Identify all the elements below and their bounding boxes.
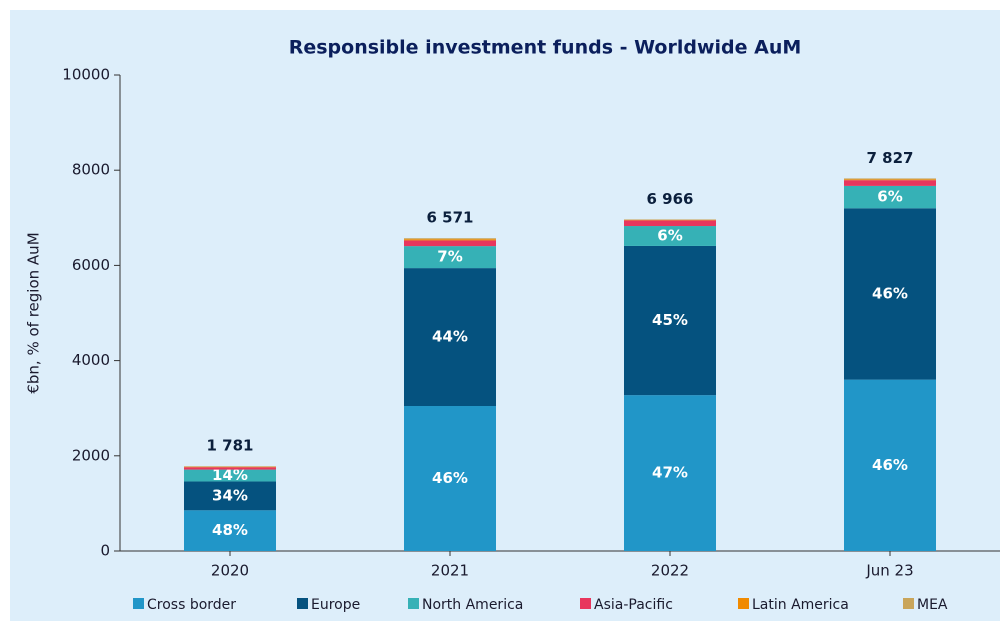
y-tick-label: 8000 — [72, 161, 110, 179]
bar-segment — [844, 379, 936, 551]
legend-swatch — [297, 598, 308, 609]
x-tick-label: 2022 — [651, 562, 689, 580]
legend-label: North America — [422, 597, 523, 613]
legend-label: MEA — [917, 597, 948, 613]
total-label: 1 781 — [207, 437, 254, 455]
data-label: 47% — [652, 464, 688, 482]
bar-segment — [404, 238, 496, 240]
bar-segment — [404, 406, 496, 551]
legend-swatch — [903, 598, 914, 609]
bar-segment — [844, 178, 936, 180]
bar-segment — [404, 240, 496, 247]
bar-segment — [404, 268, 496, 407]
legend-swatch — [133, 598, 144, 609]
data-label: 46% — [872, 284, 908, 302]
bar-segment — [184, 510, 276, 551]
y-axis-label: €bn, % of region AuM — [25, 232, 43, 393]
data-label: 48% — [212, 521, 248, 539]
x-tick-label: Jun 23 — [865, 562, 913, 580]
bar-segment — [844, 185, 936, 209]
data-label: 46% — [872, 456, 908, 474]
legend-label: Asia-Pacific — [594, 597, 673, 613]
legend-label: Latin America — [752, 597, 849, 613]
bar-segment — [184, 481, 276, 511]
bar-segment — [844, 180, 936, 186]
legend-swatch — [408, 598, 419, 609]
legend-label: Cross border — [147, 597, 236, 613]
bar-segment — [624, 245, 716, 396]
y-tick-label: 0 — [100, 542, 110, 560]
data-label: 7% — [437, 248, 462, 266]
bar-segment — [844, 179, 936, 181]
total-label: 7 827 — [867, 149, 914, 167]
bar-segment — [184, 466, 276, 467]
bar-segment — [404, 239, 496, 241]
data-label: 45% — [652, 311, 688, 329]
legend-label: Europe — [311, 597, 360, 613]
data-label: 34% — [212, 486, 248, 504]
bar-segment — [624, 226, 716, 246]
legend-swatch — [738, 598, 749, 609]
chart-title: Responsible investment funds - Worldwide… — [289, 37, 802, 59]
y-tick-label: 10000 — [62, 66, 110, 84]
bar-segment — [844, 208, 936, 380]
panel — [10, 10, 1000, 621]
total-label: 6 571 — [427, 209, 474, 227]
x-tick-label: 2020 — [211, 562, 249, 580]
data-label: 6% — [657, 226, 682, 244]
bar-segment — [624, 220, 716, 227]
data-label: 14% — [212, 466, 248, 484]
data-label: 44% — [432, 328, 468, 346]
data-label: 46% — [432, 469, 468, 487]
total-label: 6 966 — [647, 190, 694, 208]
x-tick-label: 2021 — [431, 562, 469, 580]
bar-segment — [184, 467, 276, 470]
bar-segment — [624, 395, 716, 551]
legend-swatch — [580, 598, 591, 609]
data-label: 6% — [877, 188, 902, 206]
bar-segment — [184, 469, 276, 482]
y-tick-label: 2000 — [72, 446, 110, 464]
y-tick-label: 6000 — [72, 256, 110, 274]
y-tick-label: 4000 — [72, 351, 110, 369]
bar-segment — [404, 246, 496, 269]
